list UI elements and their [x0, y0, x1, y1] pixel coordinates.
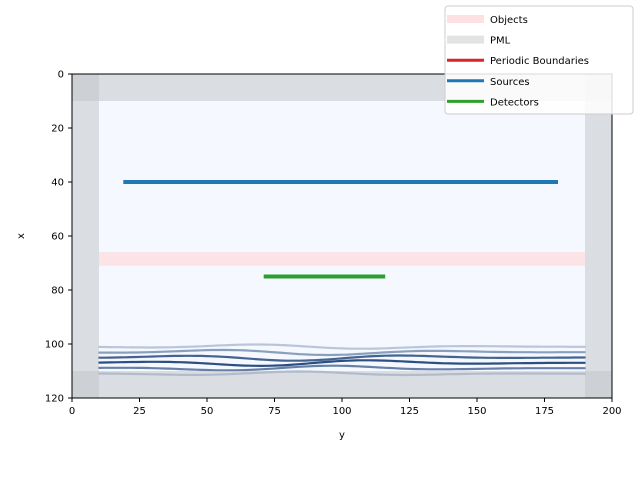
y-tick-label: 0: [58, 70, 64, 81]
legend: Objects PML Periodic Boundaries Sources Dete…: [444, 5, 634, 115]
x-tick-label: 25: [133, 406, 146, 417]
legend-swatch: [447, 35, 484, 44]
pml-region: [72, 74, 99, 398]
object-region: [99, 252, 585, 266]
y-tick-label: 40: [51, 178, 64, 189]
legend-label: Objects: [490, 15, 528, 26]
field-fringe: [97, 359, 587, 368]
y-tick-label: 60: [51, 232, 64, 243]
x-tick-label: 175: [535, 406, 554, 417]
field-fringe: [97, 343, 587, 350]
x-tick-label: 50: [201, 406, 214, 417]
x-axis-ticks: 0 25 50 75 100 125 150 175 200: [69, 398, 622, 417]
legend-swatch: [447, 15, 484, 23]
pml-region: [72, 371, 612, 398]
field-fringe: [97, 354, 587, 362]
y-tick-label: 20: [51, 124, 64, 135]
y-tick-label: 80: [51, 286, 64, 297]
x-tick-label: 150: [467, 406, 486, 417]
legend-label: Periodic Boundaries: [490, 56, 589, 67]
y-axis-ticks: 0 20 40 60 80 100 120: [45, 70, 72, 405]
field-background: [72, 74, 612, 398]
x-axis-label: y: [339, 430, 345, 441]
field-layer: [72, 74, 612, 398]
x-tick-label: 100: [332, 406, 351, 417]
legend-label: Detectors: [490, 97, 539, 108]
legend-label: PML: [490, 36, 511, 47]
legend-label: Sources: [490, 77, 530, 88]
pml-region: [585, 74, 612, 398]
legend-box: [444, 5, 634, 115]
x-tick-label: 75: [268, 406, 281, 417]
field-fringe: [97, 364, 587, 372]
y-axis-label: x: [16, 233, 27, 239]
x-tick-label: 0: [69, 406, 75, 417]
y-tick-label: 120: [45, 394, 64, 405]
y-tick-label: 100: [45, 340, 64, 351]
x-tick-label: 200: [602, 406, 621, 417]
field-fringe: [97, 348, 587, 357]
x-tick-label: 125: [400, 406, 419, 417]
